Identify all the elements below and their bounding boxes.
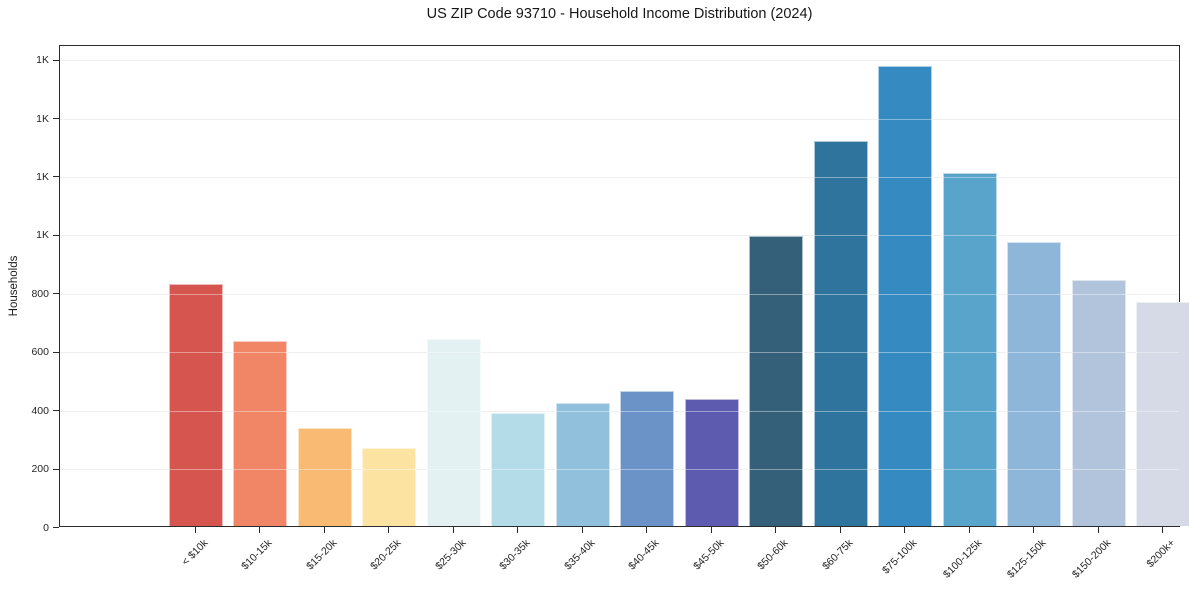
income-bar [878,65,933,526]
x-tick-mark [1033,527,1035,533]
y-tick-mark [53,118,59,120]
income-bar [362,447,417,526]
y-tick-label: 800 [31,287,49,300]
y-tick-label: 1K [36,54,49,67]
x-tick-mark [968,527,970,533]
x-tick-mark [259,527,261,533]
income-bar [555,403,610,526]
y-gridline-overlay [60,118,1179,120]
income-bar [749,236,804,526]
y-tick-mark [53,351,59,353]
y-tick-label: 1K [36,170,49,183]
x-tick-label: < $10k [179,537,211,568]
y-axis-label: Households [8,255,20,317]
income-bar [233,341,288,526]
x-tick-mark [452,527,454,533]
income-bar [297,428,352,526]
y-gridline [60,176,1179,178]
y-tick-label: 1K [36,112,49,125]
x-tick-mark [775,527,777,533]
y-tick-mark [53,293,59,295]
income-bar [942,172,997,526]
x-tick-mark [388,527,390,533]
y-tick-label: 400 [31,404,49,417]
y-gridline [60,118,1179,120]
y-gridline-overlay [60,352,1179,354]
y-tick-mark [53,234,59,236]
y-gridline-overlay [60,60,1179,62]
income-bar [168,283,223,526]
income-bar [1136,301,1189,526]
y-gridline [60,293,1179,295]
income-bar [1071,279,1126,526]
plot-area [59,45,1189,527]
y-gridline-overlay [60,176,1179,178]
y-tick-label: 600 [31,346,49,359]
x-tick-mark [323,527,325,533]
y-gridline-overlay [60,469,1179,471]
y-tick-label: 200 [31,463,49,476]
x-tick-mark [710,527,712,533]
x-tick-mark [581,527,583,533]
y-tick-mark [53,527,59,528]
x-tick-mark [1097,527,1099,533]
income-bar [1007,242,1062,526]
chart-title: US ZIP Code 93710 - Household Income Dis… [426,6,813,22]
y-gridline [60,60,1179,62]
x-tick-mark [1162,527,1164,533]
y-tick-mark [53,468,59,470]
x-tick-mark [839,527,841,533]
y-gridline [60,235,1179,237]
x-tick-mark [194,527,196,533]
income-bar [813,141,868,526]
y-gridline [60,469,1179,471]
y-gridline-overlay [60,410,1179,412]
income-bar [684,399,739,526]
income-bar [491,412,546,526]
x-tick-mark [904,527,906,533]
y-gridline [60,352,1179,354]
y-gridline-overlay [60,235,1179,237]
x-tick-mark [646,527,648,533]
x-tick-mark [517,527,519,533]
y-tick-mark [53,410,59,412]
y-tick-mark [53,59,59,61]
income-bar [426,338,481,526]
income-bar [620,390,675,526]
y-tick-label: 1K [36,229,49,242]
y-tick-mark [53,176,59,178]
y-tick-label: 0 [43,521,49,534]
y-gridline-overlay [60,293,1179,295]
y-gridline [60,410,1179,412]
